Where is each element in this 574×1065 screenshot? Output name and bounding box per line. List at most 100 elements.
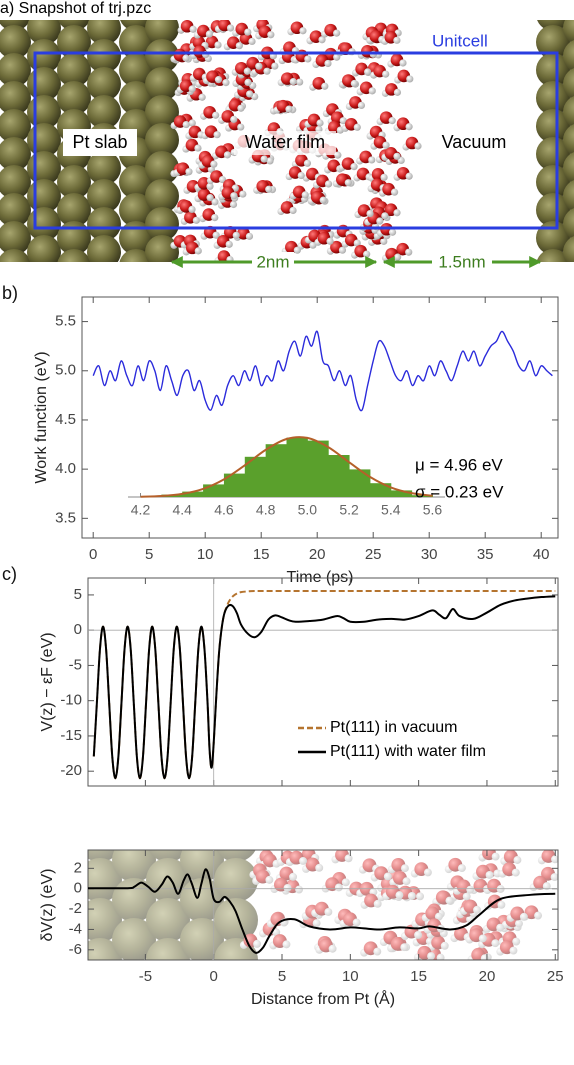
hydrogen [210,160,218,168]
hydrogen [480,954,489,960]
pt-atom [119,193,153,227]
hydrogen [434,912,443,921]
histogram-bar [286,437,308,497]
y-tick-label: -5 [69,656,82,673]
pt-atom [57,81,91,115]
hydrogen [214,76,223,84]
hydrogen [368,87,376,95]
plot-frame [87,577,559,787]
hydrogen [229,200,238,209]
y-tick-label: 4.5 [55,411,76,428]
hydrogen [373,899,382,908]
hydrogen [339,117,347,125]
plot-frame [81,296,559,539]
x-tick-label: 15 [253,546,270,563]
x-axis-label: Distance from Pt (Å) [251,989,395,1008]
hydrogen [328,944,337,953]
hydrogen [194,247,202,255]
hydrogen [497,900,506,909]
x-tick-label: 10 [197,546,214,563]
pt-atom [146,938,190,960]
hydrogen [491,939,500,948]
y-tick-label: -15 [60,727,82,744]
hydrogen [376,217,384,225]
pt-atom [536,165,570,199]
pt-atom [148,850,188,862]
hydrogen [304,55,312,63]
hydrogen [534,911,543,920]
pt-atom [563,20,574,44]
pt-atom [536,53,570,87]
y-tick-label: 4.0 [55,460,76,477]
data-line [92,330,553,412]
x-tick-label: 5.4 [381,502,401,518]
hydrogen [299,27,307,35]
pt-atom [145,20,179,45]
y-axis-label: V(z) − εF (eV) [39,632,56,731]
legend-label: Pt(111) with water film [330,743,486,760]
x-tick-label: -5 [139,968,152,985]
pt-atom [180,850,224,882]
hydrogen [194,144,202,152]
legend-label: Pt(111) in vacuum [330,719,457,736]
hydrogen [293,246,301,254]
plot-frame [87,849,559,961]
pt-atom [87,179,121,213]
hydrogen [405,123,413,131]
hydrogen [466,885,475,894]
hydrogen [511,868,520,877]
hydrogen [263,67,271,75]
hydrogen [388,117,396,125]
pt-atom [146,898,190,942]
hydrogen [316,119,324,127]
hydrogen [550,873,558,882]
hydrogen [182,54,190,62]
hydrogen [344,179,352,187]
pt-atom [27,20,61,45]
x-tick-label: 5 [278,968,286,985]
hydrogen [255,62,263,70]
hydrogen [515,919,523,928]
hydrogen [239,190,247,198]
hydrogen [326,237,334,245]
hydrogen [405,172,413,180]
pt-atom [145,179,179,213]
pt-atom [0,137,31,171]
pt-atom [88,858,122,902]
hydrogen [496,923,505,932]
y-tick-label: -20 [60,762,82,779]
hydrogen [423,868,432,877]
x-tick-label: 20 [479,968,496,985]
hydrogen [350,163,358,171]
hydrogen [402,877,411,886]
pt-atom [536,81,570,115]
y-axis-label: δV(z) (eV) [39,869,56,942]
hydrogen [303,159,312,167]
hydrogen [393,36,401,44]
hydrogen [363,250,371,258]
fit-line [140,436,433,498]
hydrogen [353,239,361,247]
pt-atom [87,207,121,241]
x-tick-label: 5 [145,546,153,563]
hydrogen [381,212,389,220]
hydrogen [406,75,414,83]
hydrogen [295,885,304,894]
hydrogen [395,891,404,900]
hydrogen [205,30,213,38]
hydrogen [223,151,232,159]
histogram-bar [203,484,225,497]
histogram-bar [390,490,413,497]
hydrogen [344,854,353,863]
hydrogen [319,196,327,204]
hydrogen [282,940,291,949]
label-backdrop [432,252,492,272]
pt-atom [0,53,31,87]
pt-atom [57,25,91,59]
hydrogen [289,206,297,215]
hydrogen [393,209,401,217]
width-label: 2nm [256,252,289,271]
unitcell-box [33,51,559,230]
hydrogen [416,892,424,901]
hydrogen [393,152,401,160]
